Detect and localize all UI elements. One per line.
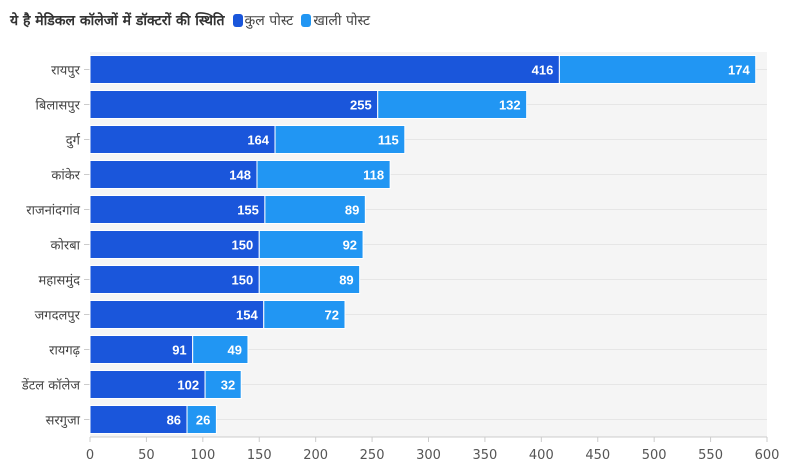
x-tick-label: 400 (529, 448, 554, 463)
bar-vacant (264, 195, 366, 224)
category-label: कांकेर (51, 168, 80, 184)
bar-vacant (258, 230, 364, 259)
data-label: 89 (345, 203, 359, 218)
data-label: 91 (172, 343, 186, 358)
bar-vacant (377, 90, 528, 119)
bar-vacant (204, 370, 242, 399)
bar-total (89, 300, 265, 329)
bar-total (89, 405, 188, 434)
bar-total (89, 160, 258, 189)
chart-title: ये है मेडिकल कॉलेजों में डॉक्टरों की स्थ… (10, 12, 225, 29)
x-tick-label: 200 (303, 448, 328, 463)
data-label: 255 (350, 98, 372, 113)
x-tick-label: 550 (698, 448, 723, 463)
x-tick-label: 100 (190, 448, 215, 463)
bar-vacant (258, 265, 361, 294)
bar-total (89, 125, 276, 154)
x-tick-label: 500 (642, 448, 667, 463)
data-label: 174 (728, 63, 750, 78)
data-label: 72 (325, 308, 339, 323)
x-tick-label: 0 (86, 448, 94, 463)
bar-total (89, 335, 194, 364)
data-label: 416 (532, 63, 554, 78)
category-label: दुर्ग (66, 133, 81, 149)
bar-total (89, 195, 266, 224)
category-label: राजनांदगांव (26, 204, 81, 219)
data-label: 26 (196, 413, 210, 428)
data-label: 102 (177, 378, 199, 393)
legend-label-vacant[interactable]: खाली पोस्ट (313, 12, 371, 29)
category-label: महासमुंद (38, 274, 81, 289)
x-tick-label: 50 (138, 448, 155, 463)
x-tick-label: 600 (755, 448, 780, 463)
category-label: जगदलपुर (35, 309, 81, 324)
bar-total (89, 55, 560, 84)
bar-vacant (256, 160, 391, 189)
bar-vacant (274, 125, 406, 154)
category-label: कोरबा (51, 238, 81, 254)
data-label: 86 (167, 413, 181, 428)
x-tick-label: 250 (360, 448, 385, 463)
x-tick-label: 300 (416, 448, 441, 463)
data-label: 148 (229, 168, 251, 183)
category-label: सरगुजा (46, 414, 81, 429)
bar-vacant (558, 55, 757, 84)
chart-header: ये है मेडिकल कॉलेजों में डॉक्टरों की स्थ… (10, 8, 374, 32)
x-tick-label: 350 (473, 448, 498, 463)
bar-total (89, 265, 260, 294)
bar-vacant (263, 300, 346, 329)
category-label: रायगढ़ (49, 344, 81, 359)
bar-total (89, 370, 206, 399)
data-label: 115 (378, 133, 399, 148)
legend-swatch-vacant (301, 13, 312, 27)
bar-vacant (186, 405, 217, 434)
category-label: बिलासपुर (36, 98, 81, 114)
legend-label-total[interactable]: कुल पोस्ट (244, 12, 294, 29)
data-label: 150 (232, 238, 254, 253)
category-label: डेंटल कॉलेज (21, 378, 81, 394)
data-label: 154 (236, 308, 258, 323)
data-label: 92 (343, 238, 357, 253)
data-label: 155 (237, 203, 259, 218)
bar-total (89, 230, 260, 259)
data-label: 150 (232, 273, 254, 288)
data-label: 49 (227, 343, 241, 358)
category-label: रायपुर (51, 64, 81, 79)
data-label: 118 (363, 168, 384, 183)
bar-vacant (192, 335, 249, 364)
data-label: 89 (339, 273, 353, 288)
data-label: 132 (499, 98, 521, 113)
legend-swatch-total (232, 13, 243, 27)
bar-total (89, 90, 379, 119)
data-label: 32 (221, 378, 235, 393)
x-tick-label: 450 (585, 448, 610, 463)
x-tick-label: 150 (247, 448, 272, 463)
data-label: 164 (247, 133, 269, 148)
